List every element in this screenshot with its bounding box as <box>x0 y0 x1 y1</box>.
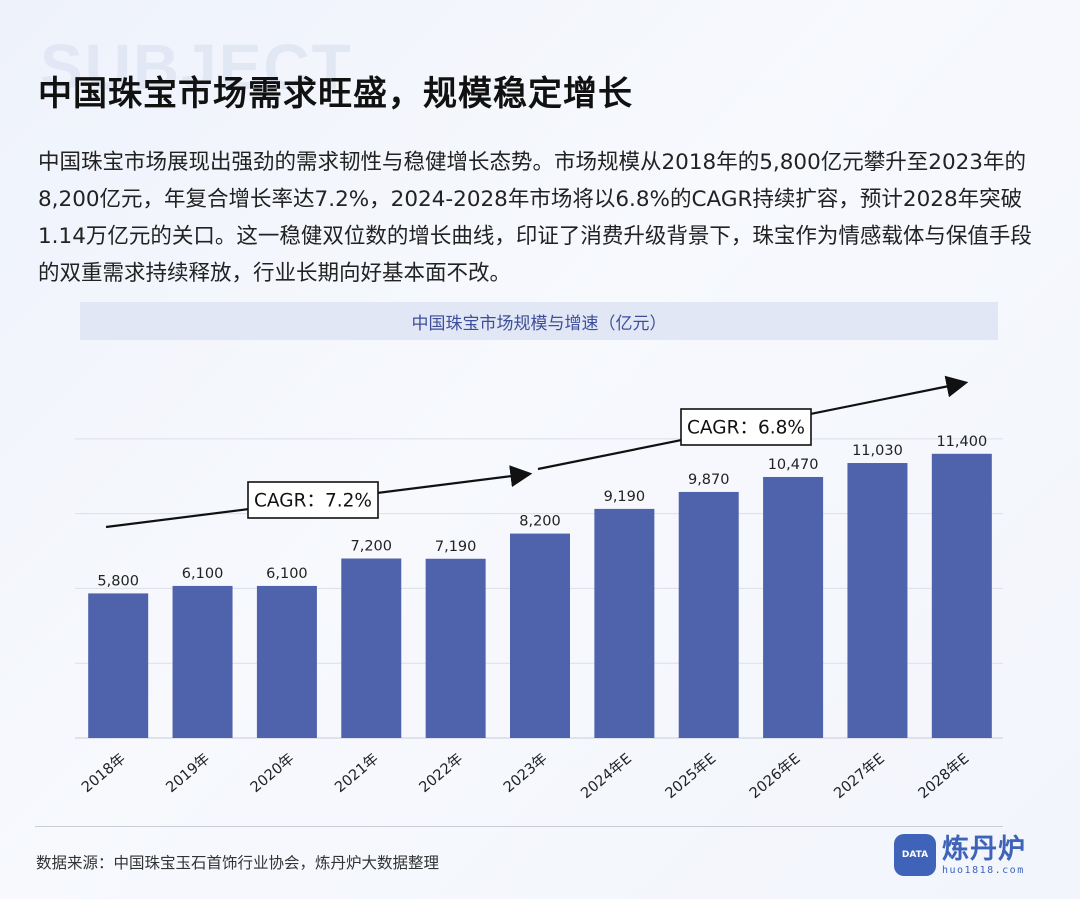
category-tick-label: 2022年 <box>416 750 466 796</box>
bar-value-label: 7,200 <box>351 539 393 555</box>
cagr-annotation-box <box>680 408 812 446</box>
bar-value-label: 11,400 <box>936 434 987 450</box>
bar-value-label: 6,100 <box>266 566 308 582</box>
bar-3 <box>341 558 402 738</box>
bar-0 <box>88 593 149 738</box>
logo-name: 炼丹炉 <box>942 833 1026 865</box>
subject-watermark: SUBJECT <box>40 31 353 103</box>
bar-value-label: 7,190 <box>435 539 477 555</box>
bar-value-label: 5,800 <box>97 573 139 589</box>
bar-value-label: 6,100 <box>182 566 224 582</box>
source-divider <box>35 826 1003 827</box>
bar-2 <box>256 585 317 738</box>
cagr-annotation-text: CAGR：6.8% <box>687 418 805 439</box>
bar-value-label: 10,470 <box>768 457 819 473</box>
category-tick-label: 2021年 <box>332 750 382 796</box>
bar-value-label: 9,190 <box>604 489 646 505</box>
bar-value-label: 8,200 <box>519 514 561 530</box>
bar-9 <box>847 463 908 738</box>
category-tick-label: 2028年E <box>915 750 972 802</box>
chart-title: 中国珠宝市场规模与增速（亿元） <box>80 302 998 340</box>
category-tick-label: 2020年 <box>247 750 297 796</box>
bar-8 <box>763 476 824 738</box>
category-tick-label: 2025年E <box>662 750 719 802</box>
page-title: 中国珠宝市场需求旺盛，规模稳定增长 <box>38 74 633 114</box>
bar-7 <box>678 491 739 738</box>
bar-10 <box>931 453 992 738</box>
category-tick-label: 2026年E <box>746 750 803 802</box>
bar-1 <box>172 585 233 738</box>
category-tick-label: 2023年 <box>500 750 550 796</box>
cagr-annotation-box <box>247 481 379 519</box>
logo-url: huo1818.com <box>942 864 1025 876</box>
logo-badge: DATA <box>901 850 929 860</box>
bar-6 <box>594 508 655 738</box>
brand-logo: DATA 炼丹炉 huo1818.com <box>894 834 1026 876</box>
category-tick-label: 2027年E <box>831 750 888 802</box>
bar-5 <box>510 533 570 738</box>
cagr-annotation-text: CAGR：7.2% <box>254 491 372 512</box>
bar-4 <box>425 558 486 738</box>
bar-value-label: 9,870 <box>688 472 730 488</box>
source-note: 数据来源：中国珠宝玉石首饰行业协会，炼丹炉大数据整理 <box>36 854 440 872</box>
bar-value-label: 11,030 <box>852 443 903 459</box>
category-tick-label: 2018年 <box>78 750 128 796</box>
description-paragraph: 中国珠宝市场展现出强劲的需求韧性与稳健增长态势。市场规模从2018年的5,800… <box>38 150 1032 286</box>
category-tick-label: 2024年E <box>578 750 635 802</box>
pot-icon: DATA <box>894 834 936 876</box>
category-tick-label: 2019年 <box>163 750 213 796</box>
